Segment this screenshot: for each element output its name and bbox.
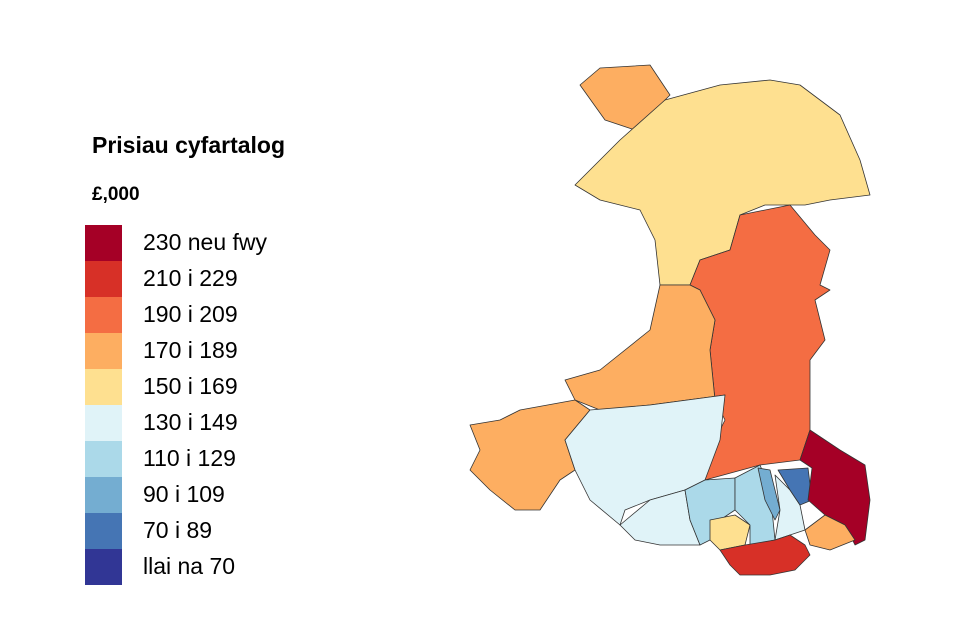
legend-swatch	[85, 225, 122, 261]
legend-swatch	[85, 333, 122, 369]
legend-label: 190 i 209	[143, 301, 238, 327]
legend-label: 170 i 189	[143, 337, 238, 363]
legend-swatch	[85, 441, 122, 477]
legend-label: 110 i 129	[143, 445, 236, 471]
legend-subtitle: £,000	[92, 184, 140, 205]
region	[469, 399, 591, 511]
legend-swatch	[85, 549, 122, 585]
legend-label: 130 i 149	[143, 409, 238, 435]
legend-swatch	[85, 297, 122, 333]
region	[719, 534, 811, 576]
region	[709, 514, 751, 551]
region	[564, 284, 726, 411]
legend-label: 210 i 229	[143, 265, 238, 291]
legend-swatch	[85, 513, 122, 549]
wales-map	[469, 64, 871, 576]
region	[574, 79, 871, 286]
region	[757, 467, 781, 521]
legend-swatch	[85, 261, 122, 297]
region	[579, 64, 671, 131]
legend-label: 150 i 169	[143, 373, 238, 399]
legend-label: 90 i 109	[143, 481, 225, 507]
region	[777, 467, 813, 506]
legend-swatch	[85, 405, 122, 441]
region	[804, 514, 856, 551]
legend-swatch	[85, 477, 122, 513]
legend-label: 70 i 89	[143, 517, 212, 543]
legend: 230 neu fwy 210 i 229 190 i 209 170 i 189 15…	[85, 225, 268, 585]
legend-label: 230 neu fwy	[143, 229, 268, 255]
legend-title: Prisiau cyfartalog	[92, 132, 285, 158]
legend-label: llai na 70	[143, 553, 235, 579]
legend-swatch	[85, 369, 122, 405]
